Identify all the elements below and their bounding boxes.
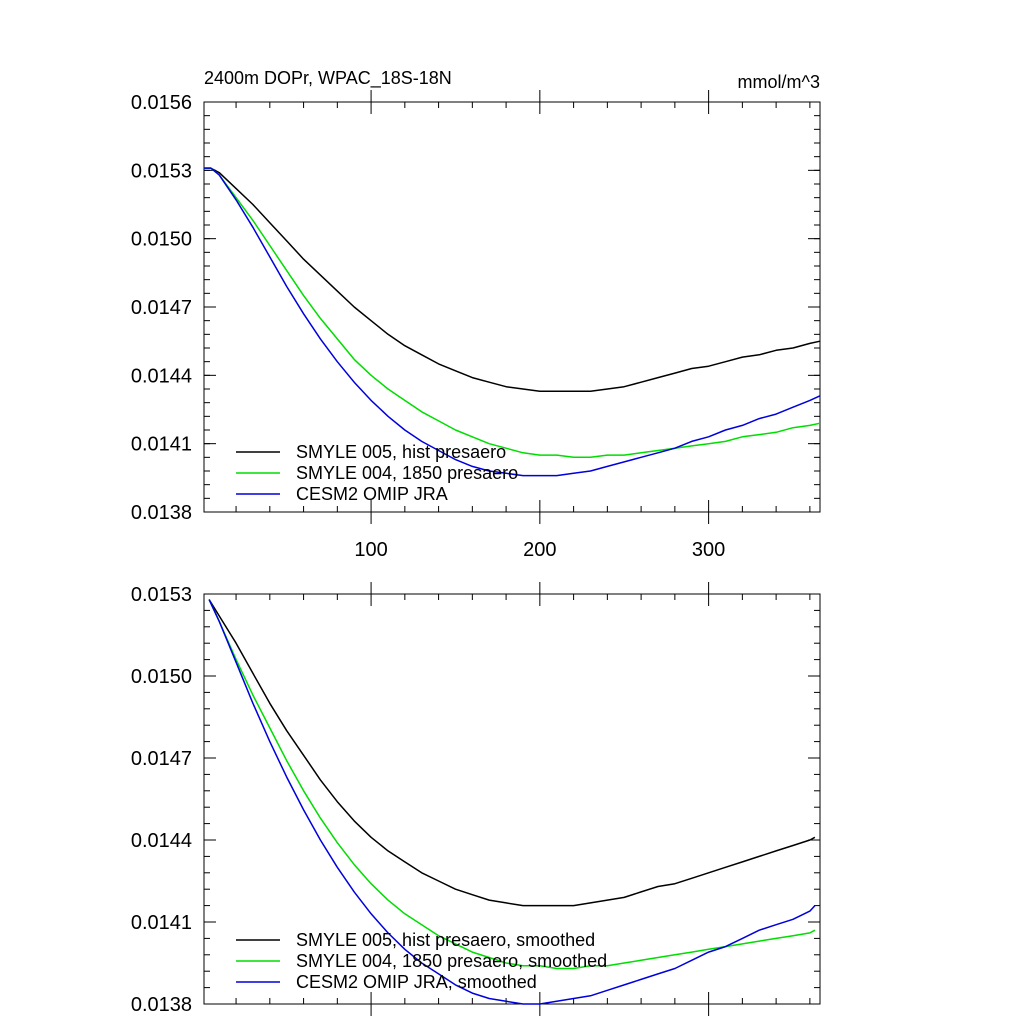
legend-label: CESM2 OMIP JRA, smoothed bbox=[296, 972, 537, 992]
y-tick-label: 0.0150 bbox=[131, 229, 192, 251]
chart-title: 2400m DOPr, WPAC_18S-18N bbox=[204, 68, 452, 89]
legend-label: SMYLE 004, 1850 presaero, smoothed bbox=[296, 951, 607, 971]
y-tick-label: 0.0144 bbox=[131, 830, 192, 852]
series-line-2 bbox=[208, 599, 816, 1005]
legend-label: CESM2 OMIP JRA bbox=[296, 484, 448, 504]
y-tick-label: 0.0150 bbox=[131, 666, 192, 688]
y-tick-label: 0.0141 bbox=[131, 434, 192, 456]
series-line-0 bbox=[204, 167, 821, 393]
units-label: mmol/m^3 bbox=[738, 72, 820, 92]
y-tick-label: 0.0147 bbox=[131, 748, 192, 770]
y-tick-label: 0.0153 bbox=[131, 584, 192, 606]
series-line-0 bbox=[208, 599, 816, 907]
y-tick-label: 0.0138 bbox=[131, 502, 192, 524]
series-line-1 bbox=[204, 167, 821, 459]
y-tick-label: 0.0138 bbox=[131, 994, 192, 1016]
legend-label: SMYLE 005, hist presaero bbox=[296, 442, 506, 462]
y-tick-label: 0.0144 bbox=[131, 365, 192, 387]
y-tick-label: 0.0147 bbox=[131, 297, 192, 319]
x-tick-label: 300 bbox=[692, 539, 725, 561]
x-tick-label: 100 bbox=[354, 539, 387, 561]
legend-label: SMYLE 005, hist presaero, smoothed bbox=[296, 930, 595, 950]
series-line-2 bbox=[204, 167, 821, 477]
x-tick-label: 200 bbox=[523, 539, 556, 561]
y-tick-label: 0.0141 bbox=[131, 912, 192, 934]
y-tick-label: 0.0156 bbox=[131, 92, 192, 114]
series-line-1 bbox=[208, 599, 816, 970]
plot-frame bbox=[203, 593, 821, 1005]
legend-label: SMYLE 004, 1850 presaero bbox=[296, 463, 518, 483]
y-tick-label: 0.0153 bbox=[131, 160, 192, 182]
